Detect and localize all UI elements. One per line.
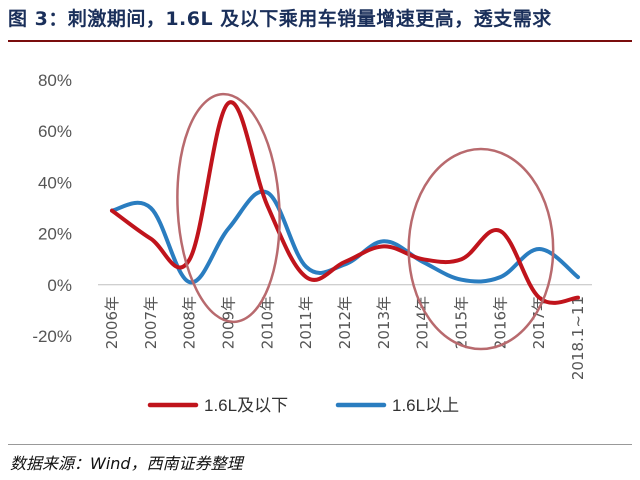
line-chart: 80%60%40%20%0%-20% 2006年 2007年 2008年 2009年 2… [32, 71, 592, 415]
x-tick-label: 2011年 [297, 296, 315, 349]
y-tick-label: 20% [38, 225, 72, 244]
source-note: 数据来源：Wind，西南证券整理 [10, 454, 243, 473]
x-tick-label: 2016年 [491, 296, 509, 349]
y-tick-label: 60% [38, 122, 72, 141]
x-tick-label: 2012年 [336, 296, 354, 349]
legend: 1.6L及以下 1.6L以上 [147, 396, 459, 415]
source-rule [8, 444, 632, 445]
chart-title: 图 3：刺激期间，1.6L 及以下乘用车销量增速更高，透支需求 [8, 8, 552, 30]
title-rule [8, 40, 632, 42]
highlight-ellipse-2014-2017 [407, 147, 555, 351]
x-tick-label: 2006年 [103, 296, 121, 349]
x-tick-label: 2007年 [142, 296, 160, 349]
highlight-circles [176, 92, 555, 351]
legend-label-above-1-6l: 1.6L以上 [392, 396, 459, 415]
series-lines [110, 100, 580, 305]
x-tick-label: 2018.1~11 [569, 296, 587, 380]
y-tick-label: 40% [38, 173, 72, 192]
y-tick-label: 80% [38, 71, 72, 90]
x-tick-label: 2017年 [530, 296, 548, 349]
y-tick-label: -20% [32, 327, 72, 346]
x-tick-label: 2015年 [453, 296, 471, 349]
y-axis-ticks: 80% 60% 40% 20% 0% -20% [32, 71, 72, 346]
legend-label-1-6l-and-below: 1.6L及以下 [204, 396, 288, 415]
x-axis-ticks: 2006年 2007年 2008年 2009年 2010年 2011年 2012年 2013年… [103, 296, 587, 380]
x-tick-label: 2014年 [414, 296, 432, 349]
x-tick-label: 2013年 [375, 296, 393, 349]
series-line-1-6l-and-below [110, 100, 580, 305]
x-tick-label: 2008年 [181, 296, 199, 349]
y-tick-label: 0% [47, 276, 72, 295]
x-tick-label: 2010年 [258, 296, 276, 349]
highlight-ellipse-2008-2010 [176, 92, 281, 324]
